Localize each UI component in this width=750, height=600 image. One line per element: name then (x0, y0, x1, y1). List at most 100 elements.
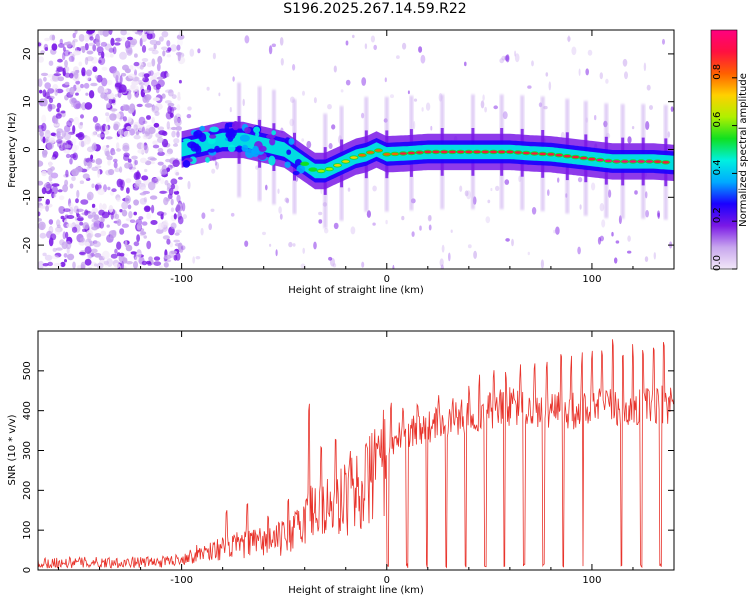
noise-blob (110, 253, 118, 259)
ridge-peak (604, 159, 612, 163)
sparse-blob (622, 58, 628, 67)
noise-blob (58, 205, 64, 213)
y-tick-label: 200 (22, 481, 33, 500)
sparse-blob (578, 68, 581, 76)
noise-blob (148, 47, 156, 52)
noise-blob (117, 128, 124, 135)
y-tick-label: 20 (22, 48, 33, 61)
sparse-blob (611, 231, 614, 237)
noise-blob (149, 195, 158, 200)
ridge-peak (334, 164, 341, 167)
noise-blob (38, 204, 43, 212)
noise-blob (159, 265, 163, 269)
noise-blob (176, 194, 181, 203)
sparse-blob (428, 224, 432, 231)
noise-blob (92, 44, 97, 52)
noise-blob (170, 44, 178, 52)
sparse-blob (577, 177, 583, 183)
noise-blob (157, 147, 164, 153)
noise-blob (171, 130, 176, 138)
noise-blob (105, 112, 110, 117)
noise-blob (68, 202, 74, 210)
noise-blob (156, 62, 161, 72)
noise-blob (42, 263, 49, 267)
sparse-blob (244, 240, 249, 247)
noise-blob (65, 231, 69, 239)
noise-blob (173, 138, 180, 144)
noise-blob (146, 212, 151, 220)
noise-blob (151, 79, 158, 87)
noise-blob (140, 157, 147, 164)
sparse-blob (540, 259, 545, 269)
sparse-blob (244, 35, 250, 44)
y-tick-label: 400 (22, 401, 33, 420)
noise-blob (143, 73, 150, 78)
noise-blob (99, 202, 103, 211)
noise-blob (88, 266, 92, 269)
ridge-peak (662, 161, 670, 164)
noise-blob (173, 213, 177, 220)
sparse-blob (372, 185, 377, 192)
sparse-blob (627, 250, 632, 254)
sparse-blob (608, 189, 612, 198)
noise-blob (52, 247, 57, 252)
noise-blob (174, 243, 181, 247)
ridge-peak (613, 160, 621, 163)
noise-blob (99, 221, 104, 229)
sparse-blob (192, 256, 196, 264)
noise-blob (71, 226, 78, 233)
noise-blob (48, 97, 54, 104)
noise-blob (105, 116, 110, 123)
ridge-blob (253, 126, 261, 134)
noise-blob (88, 42, 96, 47)
sparse-blob (187, 180, 191, 190)
noise-blob (58, 206, 66, 214)
sparse-blob (372, 222, 376, 226)
noise-blob (127, 204, 132, 210)
noise-blob (139, 37, 143, 47)
sparse-blob (614, 257, 618, 264)
sparse-blob (567, 35, 571, 43)
noise-blob (153, 261, 162, 266)
noise-blob (100, 131, 105, 140)
noise-blob (128, 128, 136, 136)
snr-x-axis: -100 0 100 (58, 331, 675, 586)
ridge-blob (255, 132, 260, 137)
sparse-blob (545, 72, 549, 77)
snr-y-axis: 0 100 200 300 400 500 (22, 361, 674, 573)
sparse-blob (587, 49, 593, 56)
sparse-blob (644, 191, 648, 199)
y-tick-label: 0 (22, 146, 33, 152)
sparse-blob (557, 177, 560, 183)
sparse-blob (430, 125, 433, 131)
noise-blob (112, 46, 117, 55)
noise-blob (41, 122, 47, 132)
noise-blob (56, 136, 64, 140)
noise-blob (64, 144, 72, 149)
noise-blob (133, 124, 138, 131)
ridge-peak (457, 150, 465, 154)
ridge-peak (473, 150, 481, 154)
noise-blob (78, 34, 85, 42)
noise-blob (96, 181, 102, 185)
noise-blob (38, 221, 46, 231)
noise-blob (104, 43, 112, 51)
sparse-blob (230, 212, 235, 217)
sparse-blob (464, 61, 467, 67)
sparse-blob (390, 94, 394, 99)
ridge-peak (645, 160, 653, 163)
noise-blob (116, 142, 120, 150)
noise-blob (165, 111, 173, 120)
noise-blob (127, 36, 133, 41)
noise-blob (176, 34, 185, 40)
noise-blob (139, 192, 147, 196)
sparse-blob (649, 105, 653, 110)
chart-title: S196.2025.267.14.59.R22 (283, 1, 467, 17)
noise-blob (138, 116, 146, 126)
y-tick-label: 500 (22, 361, 33, 380)
sparse-blob (350, 226, 356, 235)
ridge-blob (214, 145, 221, 153)
sparse-blob (279, 213, 283, 220)
noise-blob (97, 52, 102, 56)
